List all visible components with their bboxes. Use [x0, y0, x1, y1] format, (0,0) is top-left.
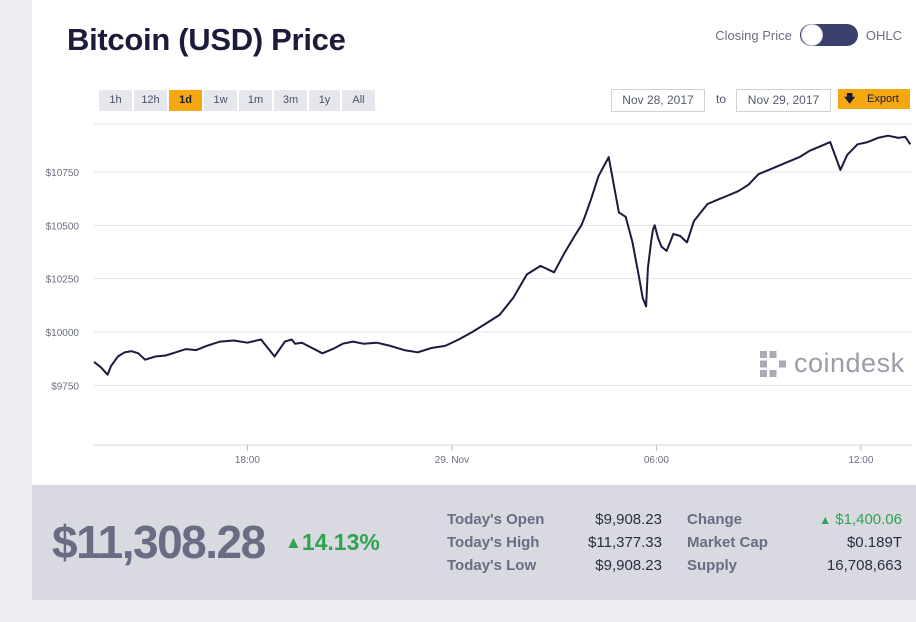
toggle-knob[interactable] — [800, 24, 823, 46]
y-tick-label: $9750 — [51, 381, 79, 392]
price-chart: $9750 $10000 $10250 $10500 $10750 18:00 29. N… — [46, 123, 912, 466]
range-button-1d[interactable]: 1d — [169, 90, 202, 111]
stat-value-open: $9,908.23 — [595, 511, 662, 528]
stat-label-change: Change — [687, 511, 743, 528]
stat-value-change: ▲ $1,400.06 — [792, 511, 902, 528]
left-margin-bar — [0, 0, 32, 622]
y-tick-label: $10000 — [46, 328, 80, 339]
change-up-arrow-icon: ▲ — [819, 513, 832, 527]
download-arrow-icon: 🡇 — [844, 93, 856, 105]
range-selector: 1h 12h 1d 1w 1m 3m 1y All — [99, 90, 375, 111]
range-button-all[interactable]: All — [342, 90, 375, 111]
y-axis-ticks: $9750 $10000 $10250 $10500 $10750 — [46, 168, 80, 392]
x-tick-label: 06:00 — [644, 455, 669, 466]
x-axis-ticks: 18:00 29. Nov 06:00 12:00 — [235, 445, 874, 466]
ohlc-label: OHLC — [865, 27, 902, 43]
range-button-1y[interactable]: 1y — [309, 90, 340, 111]
export-label: Export — [867, 93, 899, 105]
price-summary-panel: $11,308.28 ▲14.13% Today's Open $9,908.2… — [32, 485, 916, 600]
stat-value-low: $9,908.23 — [595, 557, 662, 574]
range-button-1h[interactable]: 1h — [99, 90, 132, 111]
range-button-1w[interactable]: 1w — [204, 90, 237, 111]
date-from-input[interactable]: Nov 28, 2017 — [611, 89, 705, 112]
date-to-label: to — [716, 92, 727, 106]
range-button-1m[interactable]: 1m — [239, 90, 272, 111]
stat-label-supply: Supply — [687, 557, 738, 574]
coindesk-watermark: coindesk — [758, 348, 905, 379]
current-price: $11,308.28 — [52, 516, 266, 568]
export-button[interactable]: 🡇 Export — [838, 89, 910, 109]
x-tick-label: 18:00 — [235, 455, 260, 466]
percent-change: ▲14.13% — [285, 529, 380, 556]
range-button-3m[interactable]: 3m — [274, 90, 307, 111]
price-line-series — [93, 134, 912, 376]
watermark-text: coindesk — [794, 348, 905, 378]
y-tick-label: $10250 — [46, 275, 80, 286]
stat-label-low: Today's Low — [447, 557, 537, 574]
stat-label-open: Today's Open — [447, 511, 545, 528]
stat-value-market-cap: $0.189T — [846, 534, 902, 551]
bottom-strip — [32, 600, 916, 622]
stat-value-high: $11,377.33 — [588, 534, 662, 551]
up-arrow-icon: ▲ — [285, 533, 302, 552]
price-type-toggle[interactable] — [799, 24, 858, 46]
y-tick-label: $10750 — [46, 168, 80, 179]
stat-value-supply: 16,708,663 — [826, 557, 902, 574]
page-title: Bitcoin (USD) Price — [67, 22, 346, 57]
stat-label-high: Today's High — [447, 534, 540, 551]
percent-change-value: 14.13% — [301, 529, 380, 555]
coindesk-logo-icon — [760, 350, 786, 377]
date-to-input[interactable]: Nov 29, 2017 — [736, 89, 831, 112]
range-button-12h[interactable]: 12h — [134, 90, 167, 111]
change-amount: $1,400.06 — [835, 511, 902, 528]
price-type-toggle-group: Closing Price OHLC — [715, 24, 902, 46]
y-tick-label: $10500 — [46, 221, 80, 232]
stat-label-market-cap: Market Cap — [687, 534, 768, 551]
chart-grid — [94, 123, 912, 446]
x-tick-label: 29. Nov — [435, 455, 469, 466]
x-tick-label: 12:00 — [848, 455, 873, 466]
closing-price-label: Closing Price — [715, 27, 792, 43]
